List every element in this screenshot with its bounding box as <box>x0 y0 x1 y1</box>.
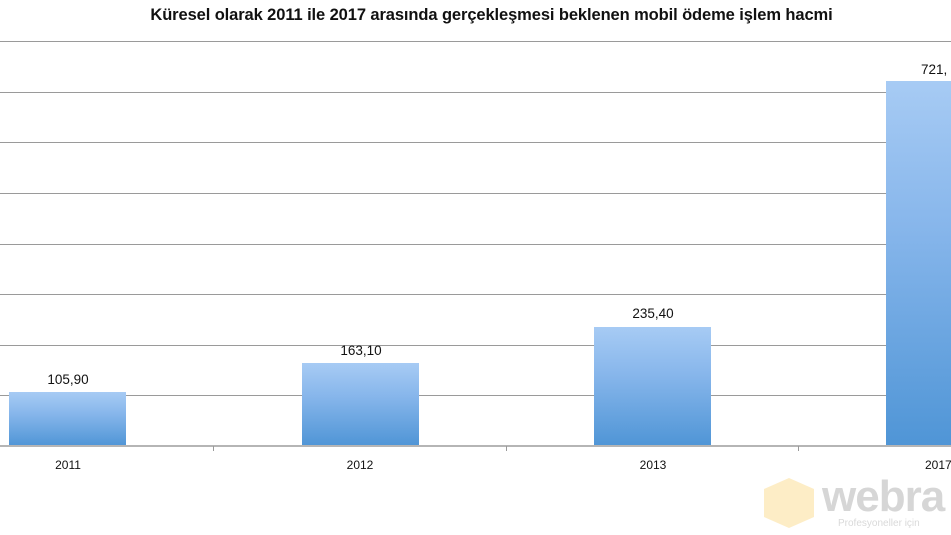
bar-2011 <box>9 392 126 446</box>
gridline-500 <box>0 193 951 194</box>
gridline-200 <box>0 345 951 346</box>
x-label-2011: 2011 <box>55 458 81 472</box>
data-label-2012: 163,10 <box>340 343 382 358</box>
x-tick <box>213 446 214 451</box>
x-tick <box>798 446 799 451</box>
cube-logo-icon <box>764 478 814 528</box>
watermark-brand: webra <box>822 474 945 521</box>
gridline-100 <box>0 395 951 396</box>
x-label-2017: 2017 <box>925 458 951 472</box>
x-label-2013: 2013 <box>639 458 667 472</box>
x-tick <box>506 446 507 451</box>
gridline-300 <box>0 294 951 295</box>
watermark: webra Profesyoneller için <box>760 474 951 534</box>
bar-2012 <box>302 363 419 446</box>
x-label-2012: 2012 <box>346 458 374 472</box>
data-label-2013: 235,40 <box>632 306 674 321</box>
chart-title: Küresel olarak 2011 ile 2017 arasında ge… <box>150 6 833 24</box>
bar-2017 <box>886 81 951 446</box>
watermark-tagline: Profesyoneller için <box>838 518 920 529</box>
x-axis-line <box>0 445 951 447</box>
gridline-700 <box>0 92 951 93</box>
gridline-400 <box>0 244 951 245</box>
data-label-2011: 105,90 <box>47 372 89 387</box>
data-label-2017: 721, <box>921 62 948 77</box>
gridline-800 <box>0 41 951 42</box>
gridline-600 <box>0 142 951 143</box>
bar-2013 <box>594 327 711 446</box>
